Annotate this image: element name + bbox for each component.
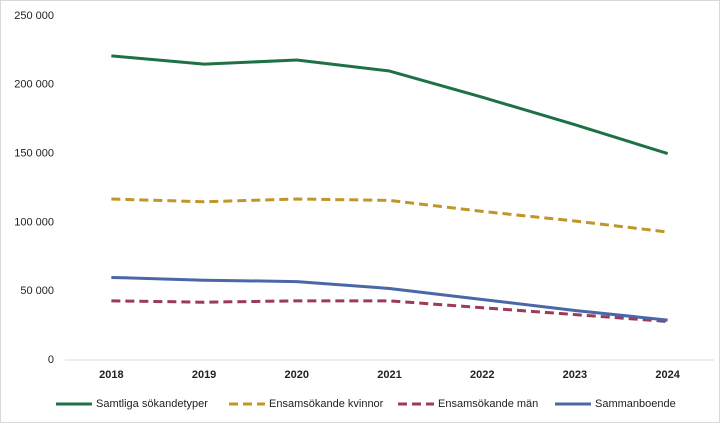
series-line <box>111 275 668 322</box>
y-tick-label: 150 000 <box>14 148 54 160</box>
x-tick-label: 2023 <box>563 369 587 381</box>
legend-label: Samtliga sökandetyper <box>96 398 208 410</box>
y-tick-label: 0 <box>48 354 54 366</box>
series-line <box>111 299 668 323</box>
x-tick-label: 2019 <box>192 369 216 381</box>
x-tick-label: 2022 <box>470 369 494 381</box>
series-line <box>111 54 669 156</box>
legend-label: Ensamsökande män <box>438 398 538 410</box>
legend-label: Ensamsökande kvinnor <box>269 398 384 410</box>
series-line <box>111 197 668 234</box>
x-tick-label: 2024 <box>655 369 680 381</box>
legend-label: Sammanboende <box>595 398 676 410</box>
x-tick-label: 2021 <box>377 369 401 381</box>
y-tick-label: 200 000 <box>14 79 54 91</box>
x-tick-label: 2018 <box>99 369 123 381</box>
y-tick-label: 100 000 <box>14 216 54 228</box>
x-tick-label: 2020 <box>285 369 309 381</box>
y-tick-label: 250 000 <box>14 10 54 22</box>
y-tick-label: 50 000 <box>20 285 54 297</box>
